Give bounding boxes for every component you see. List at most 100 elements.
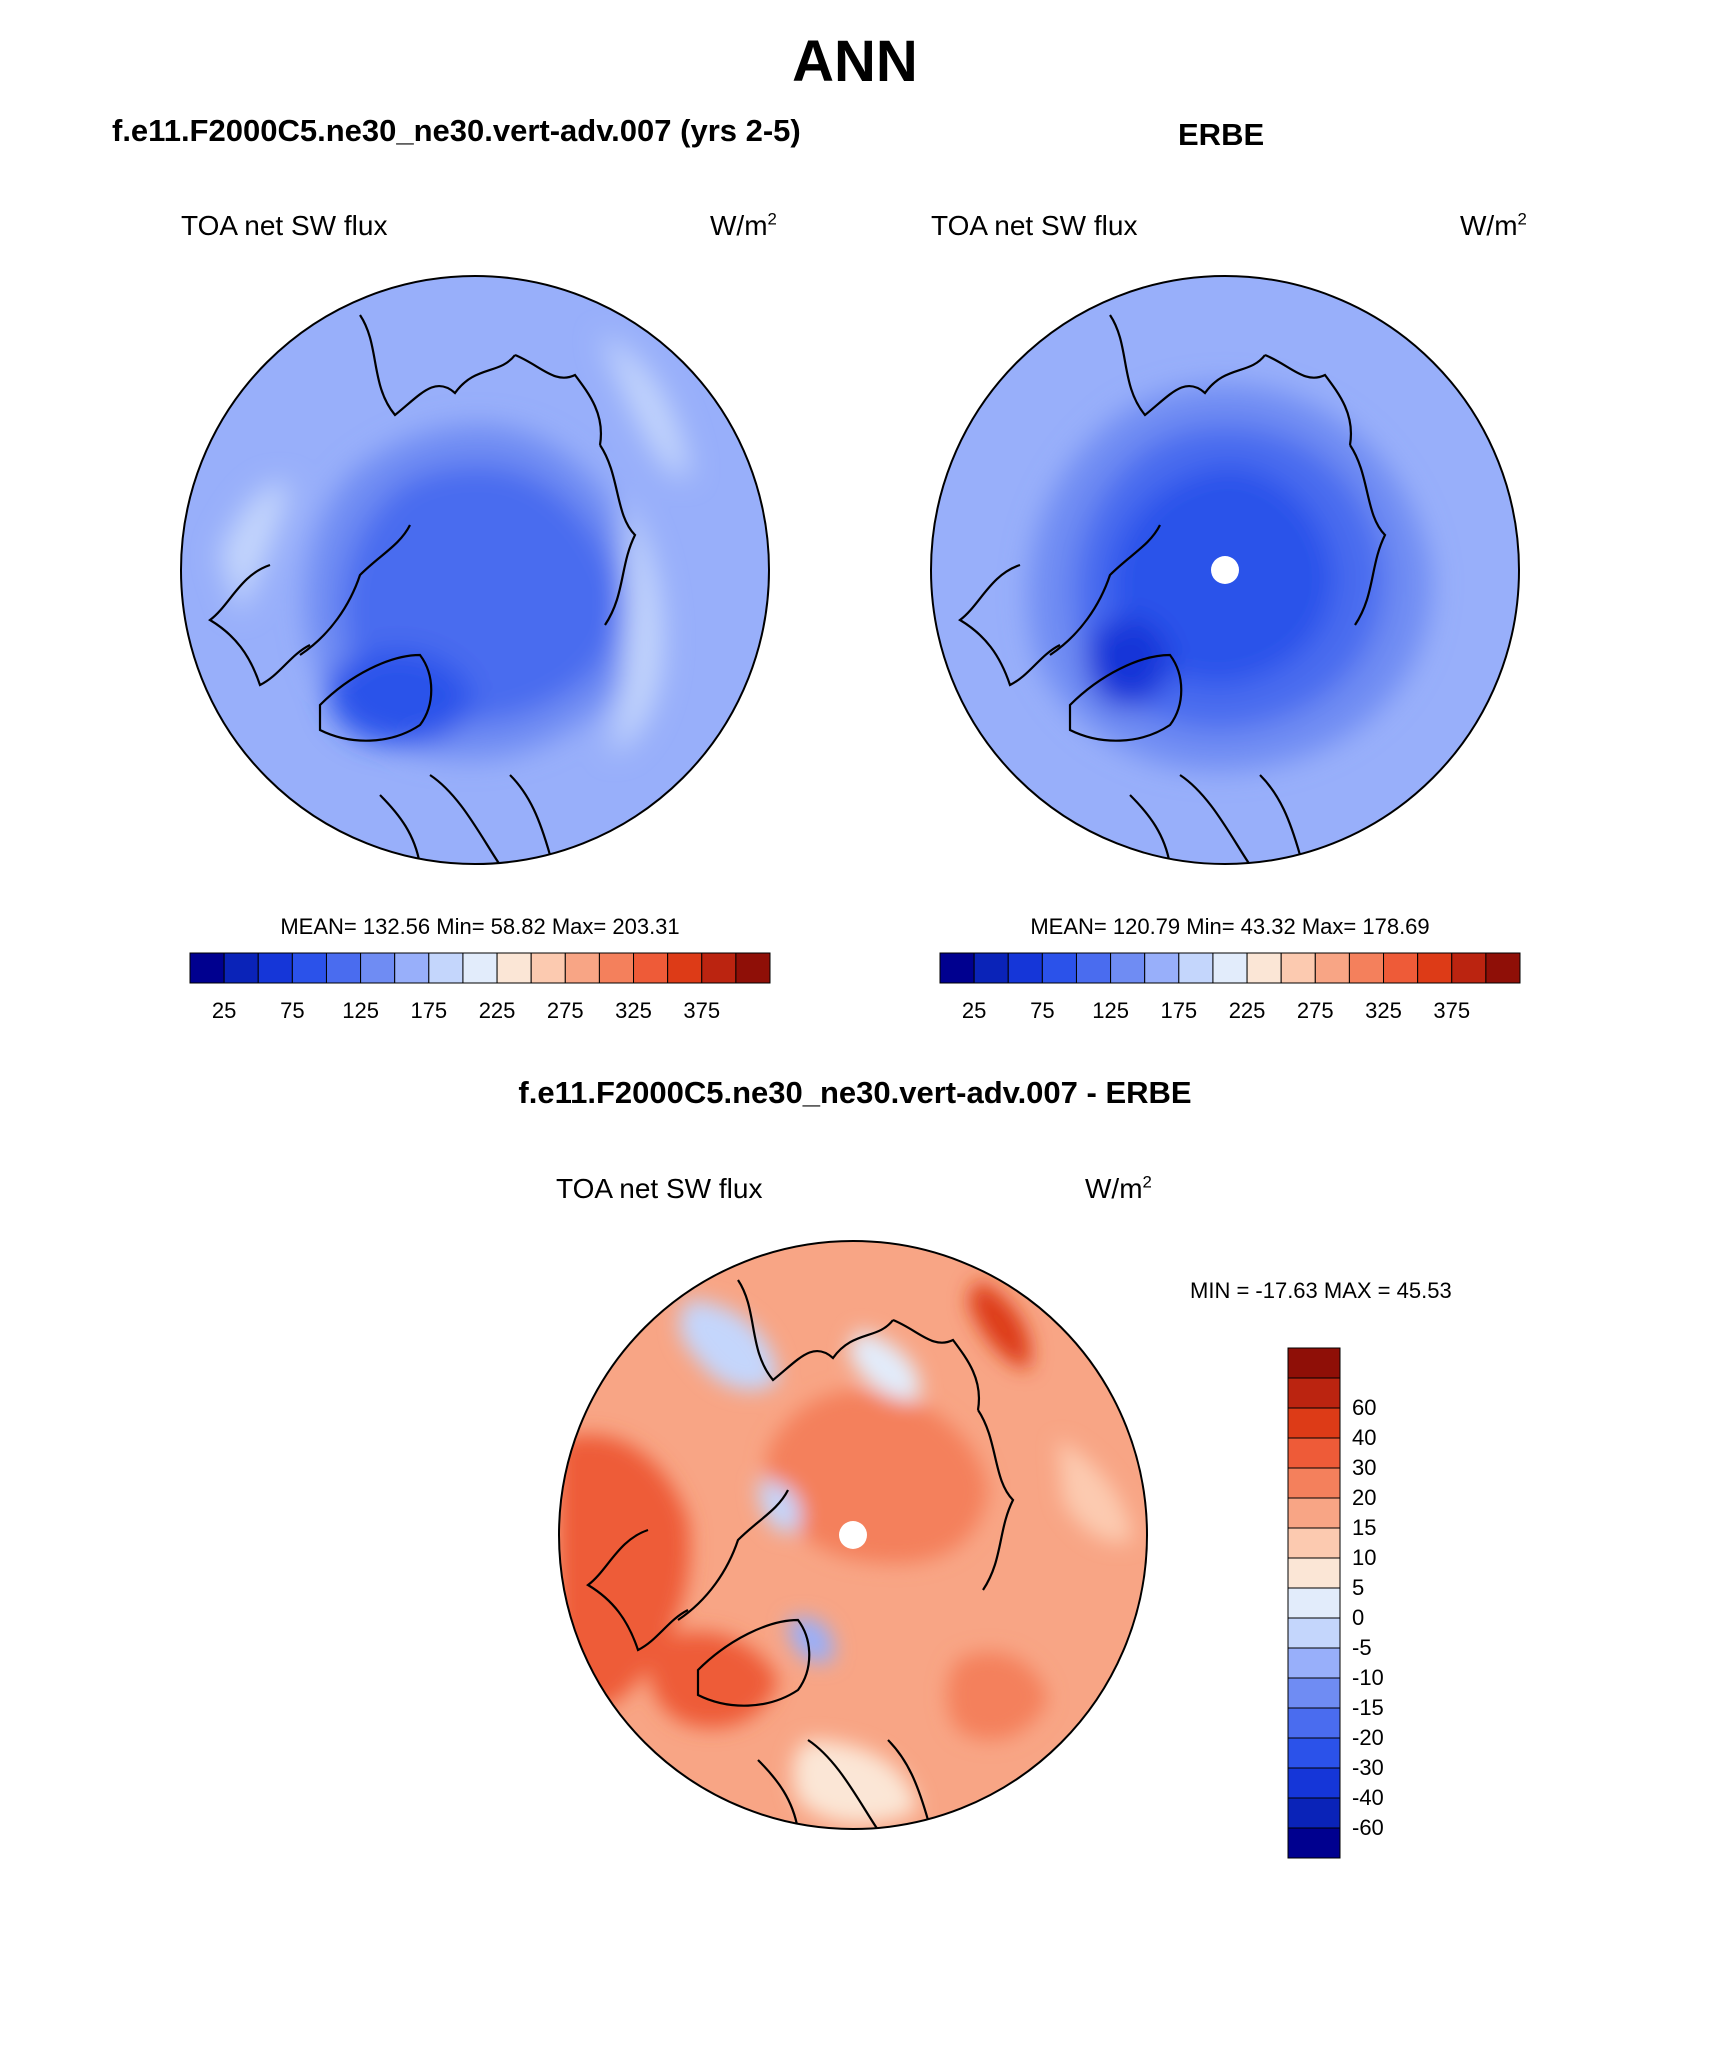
obs-map-border (930, 275, 1520, 865)
obs-pole-missing-marker (1211, 556, 1239, 584)
obs-variable-label: TOA net SW flux (931, 210, 1138, 241)
model-colorbar-box (735, 952, 771, 984)
obs-colorbar-box (1314, 952, 1350, 984)
obs-colorbar-box (1485, 952, 1521, 984)
obs-colorbar (939, 952, 1521, 984)
obs-colorbar-tick-label: 275 (1296, 998, 1334, 1023)
obs-colorbar-box (1246, 952, 1282, 984)
model-colorbar-ticks: 25 75 125 175 225 275 325 375 (190, 998, 770, 1026)
obs-colorbar-box (1178, 952, 1214, 984)
model-colorbar-box (360, 952, 396, 984)
model-colorbar-tick-label: 75 (280, 998, 305, 1023)
model-colorbar-box (394, 952, 430, 984)
obs-colorbar-box (973, 952, 1009, 984)
diff-colorbar (1287, 1347, 1341, 1859)
diff-polar-map (558, 1240, 1148, 1830)
diff-colorbar-tick-label: 30 (1352, 1455, 1377, 1480)
model-colorbar-box (564, 952, 600, 984)
diff-colorbar-box (1287, 1617, 1341, 1649)
obs-colorbar-tick-label: 325 (1365, 998, 1402, 1023)
model-colorbar-box (291, 952, 327, 984)
obs-colorbar-tick-label: 25 (961, 998, 987, 1023)
model-colorbar-box (667, 952, 703, 984)
diff-colorbar-tick-label: 5 (1352, 1575, 1365, 1600)
obs-colorbar-box (1007, 952, 1043, 984)
diff-colorbar-tick-label: -60 (1352, 1815, 1384, 1840)
diff-colorbar-ticks: -60 -40 -30 -20 -15 -10 -5 0 5 10 15 20 30 40 60 (1352, 1348, 1432, 1858)
diff-colorbar-box (1287, 1467, 1341, 1499)
diff-colorbar-box (1287, 1377, 1341, 1409)
model-colorbar-tick-label: 25 (211, 998, 237, 1023)
diff-colorbar-tick-label: -5 (1352, 1635, 1372, 1660)
diff-colorbar-tick-label: -10 (1352, 1665, 1384, 1690)
obs-colorbar-tick-label: 375 (1433, 998, 1471, 1023)
diff-pole-missing-marker (839, 1521, 867, 1549)
diff-colorbar-tick-label: 10 (1352, 1545, 1377, 1570)
model-colorbar-box (325, 952, 362, 984)
model-colorbar-tick-label: 225 (478, 998, 516, 1023)
model-colorbar-box (462, 952, 498, 984)
diff-colorbar-box (1287, 1587, 1341, 1619)
diff-colorbar-tick-label: 0 (1352, 1605, 1365, 1630)
diff-colorbar-box (1287, 1497, 1341, 1529)
diff-colorbar-box (1287, 1527, 1341, 1559)
obs-colorbar-box (1383, 952, 1419, 984)
obs-colorbar-box (1075, 952, 1112, 984)
model-coastlines (208, 314, 637, 864)
diff-colorbar-tick-label: 40 (1352, 1425, 1377, 1450)
model-panel-header: f.e11.F2000C5.ne30_ne30.vert-adv.007 (yr… (112, 113, 801, 148)
obs-colorbar-tick-label: 125 (1092, 998, 1129, 1023)
obs-units-label: W/m2 (1460, 209, 1527, 241)
diff-colorbar-tick-label: 15 (1352, 1515, 1377, 1540)
page-title: ANN (792, 29, 918, 94)
diff-coastlines (586, 1279, 1015, 1829)
model-colorbar-tick-label: 275 (546, 998, 584, 1023)
obs-colorbar-box (1144, 952, 1180, 984)
obs-colorbar-box (1212, 952, 1248, 984)
diff-colorbar-tick-label: 60 (1352, 1395, 1377, 1420)
model-colorbar-box (257, 952, 293, 984)
model-colorbar-box (598, 952, 635, 984)
diff-colorbar-tick-label: -15 (1352, 1695, 1384, 1720)
model-colorbar-box (223, 952, 259, 984)
model-units-label: W/m2 (710, 209, 777, 241)
obs-colorbar-box (939, 952, 975, 984)
diff-colorbar-tick-label: -40 (1352, 1785, 1384, 1810)
diff-colorbar-box (1287, 1647, 1341, 1679)
model-colorbar-box (189, 952, 225, 984)
model-colorbar-box (496, 952, 532, 984)
obs-stats: MEAN= 120.79 Min= 43.32 Max= 178.69 (1030, 914, 1430, 939)
diff-colorbar-box (1287, 1407, 1341, 1439)
obs-colorbar-box (1451, 952, 1487, 984)
model-colorbar-box (701, 952, 737, 984)
diff-stats: MIN = -17.63 MAX = 45.53 (1190, 1278, 1452, 1303)
diff-colorbar-box (1287, 1707, 1341, 1739)
model-colorbar-tick-label: 175 (410, 998, 448, 1023)
obs-colorbar-ticks: 25 75 125 175 225 275 325 375 (940, 998, 1520, 1026)
diff-colorbar-box (1287, 1737, 1341, 1769)
model-polar-map (180, 275, 770, 865)
diff-colorbar-tick-label: -30 (1352, 1755, 1384, 1780)
model-colorbar-box (530, 952, 566, 984)
obs-colorbar-box (1417, 952, 1453, 984)
diff-colorbar-box (1287, 1827, 1341, 1859)
obs-colorbar-box (1348, 952, 1385, 984)
obs-coastlines (958, 314, 1387, 864)
model-colorbar-box (633, 952, 669, 984)
diff-panel-header: f.e11.F2000C5.ne30_ne30.vert-adv.007 - E… (518, 1075, 1192, 1110)
model-map-border (180, 275, 770, 865)
obs-colorbar-box (1110, 952, 1146, 984)
obs-colorbar-tick-label: 225 (1228, 998, 1266, 1023)
diff-colorbar-box (1287, 1767, 1341, 1799)
diff-units-label: W/m2 (1085, 1172, 1152, 1204)
obs-colorbar-tick-label: 75 (1030, 998, 1055, 1023)
diff-colorbar-box (1287, 1347, 1341, 1379)
model-colorbar-box (428, 952, 464, 984)
obs-colorbar-tick-label: 175 (1160, 998, 1198, 1023)
model-stats: MEAN= 132.56 Min= 58.82 Max= 203.31 (280, 914, 680, 939)
model-colorbar-tick-label: 325 (615, 998, 652, 1023)
model-colorbar-tick-label: 375 (683, 998, 721, 1023)
obs-panel-header: ERBE (1178, 117, 1265, 152)
diff-colorbar-box (1287, 1557, 1341, 1589)
diff-variable-label: TOA net SW flux (556, 1173, 763, 1204)
